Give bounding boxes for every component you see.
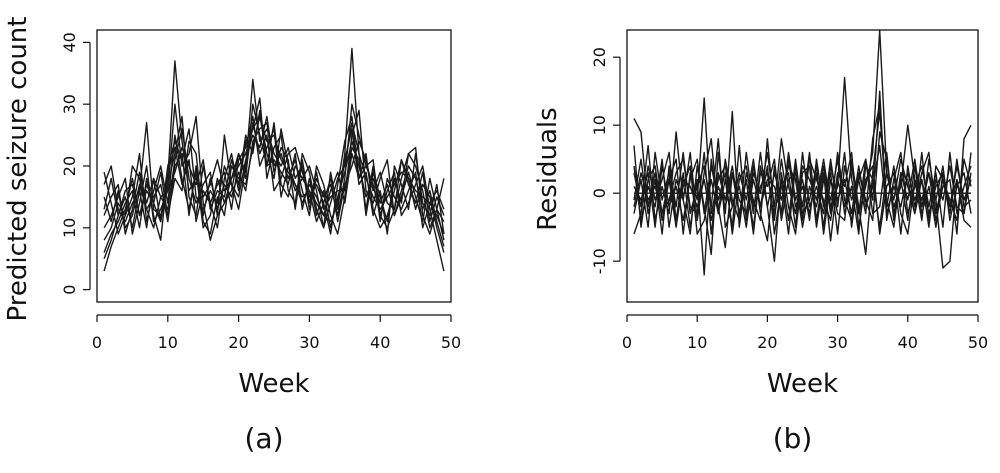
x-tick-label: 0 bbox=[622, 333, 632, 352]
series-line-3 bbox=[103, 103, 445, 235]
series-line-5 bbox=[633, 131, 972, 235]
series-line-4 bbox=[103, 97, 445, 259]
series-line-9 bbox=[103, 115, 445, 253]
x-tick-label: 30 bbox=[827, 333, 847, 352]
series-line-8 bbox=[103, 109, 445, 235]
series-line-3 bbox=[633, 90, 972, 256]
panel-label: (a) bbox=[244, 422, 283, 455]
y-tick-label: 20 bbox=[590, 47, 609, 67]
y-tick-label: 10 bbox=[60, 218, 79, 238]
y-tick-label: -10 bbox=[590, 248, 609, 274]
y-axis-title: Predicted seizure count bbox=[3, 17, 33, 322]
x-tick-label: 20 bbox=[757, 333, 777, 352]
y-tick-label: 0 bbox=[60, 285, 79, 295]
x-tick-label: 10 bbox=[687, 333, 707, 352]
y-axis-title: Residuals bbox=[533, 107, 563, 230]
series-line-6 bbox=[103, 115, 445, 272]
y-tick-label: 10 bbox=[590, 115, 609, 135]
chart-panel-b: 0 10 20 30 40 50 -10 0 10 20 Week Residuals (b) bbox=[533, 29, 988, 455]
series-line-10 bbox=[103, 121, 445, 229]
x-axis-title: Week bbox=[238, 369, 309, 399]
y-tick-label: 0 bbox=[590, 188, 609, 198]
series-line-5 bbox=[103, 109, 445, 247]
x-tick-label: 40 bbox=[898, 333, 918, 352]
x-tick-label: 10 bbox=[158, 333, 178, 352]
x-tick-label: 50 bbox=[441, 333, 461, 352]
x-tick-label: 20 bbox=[228, 333, 248, 352]
x-tick-label: 0 bbox=[92, 333, 102, 352]
chart-panel-a: 0 10 20 30 40 50 0 10 20 30 40 Week Predicted seizur… bbox=[3, 17, 461, 455]
series-line-7 bbox=[633, 151, 972, 235]
series-line-6 bbox=[633, 151, 972, 235]
series-line-8 bbox=[633, 145, 972, 235]
plot-frame bbox=[626, 29, 979, 303]
y-tick-label: 40 bbox=[60, 32, 79, 52]
y-tick-label: 30 bbox=[60, 94, 79, 114]
plot-frame bbox=[96, 29, 452, 303]
series-line-10 bbox=[633, 144, 972, 228]
x-tick-label: 30 bbox=[299, 333, 319, 352]
x-tick-label: 50 bbox=[968, 333, 988, 352]
x-tick-label: 40 bbox=[370, 333, 390, 352]
series-line-7 bbox=[103, 121, 445, 253]
x-axis-title: Week bbox=[767, 369, 838, 399]
y-tick-label: 20 bbox=[60, 156, 79, 176]
panel-label: (b) bbox=[773, 422, 813, 455]
